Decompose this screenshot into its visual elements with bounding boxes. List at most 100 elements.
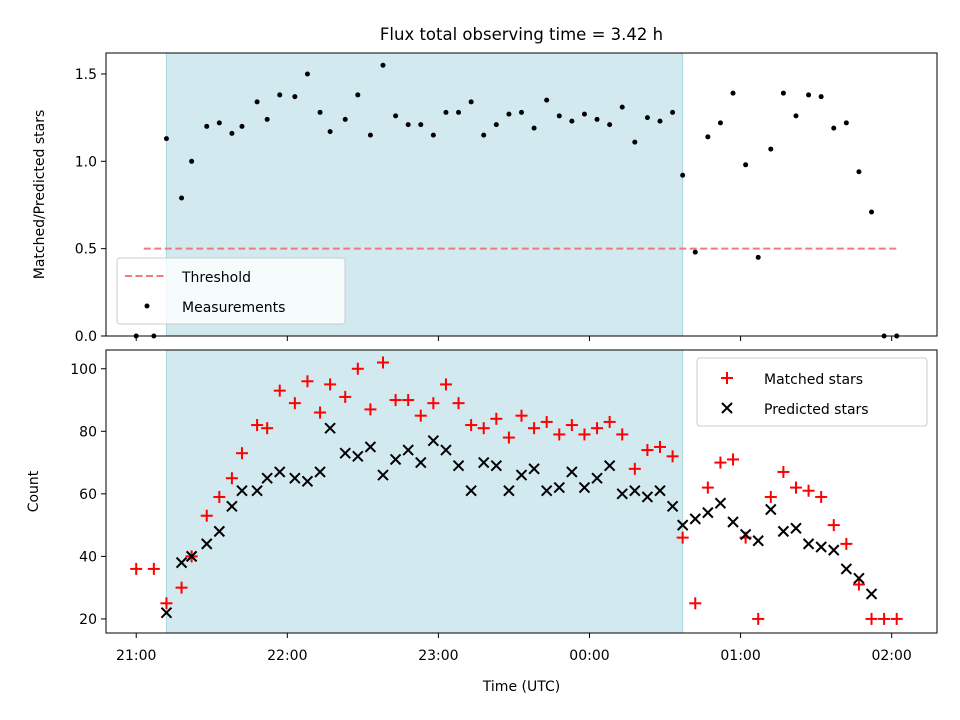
matched-star-point: [251, 419, 264, 432]
matched-star-point: [477, 422, 490, 435]
matched-star-point: [339, 390, 352, 403]
measurement-point: [380, 62, 386, 68]
measurement-point: [743, 162, 749, 168]
matched-star-point: [878, 612, 891, 625]
matched-star-point: [815, 490, 828, 503]
measurement-point: [304, 71, 310, 77]
matched-star-point: [288, 397, 301, 410]
measurement-point: [692, 249, 698, 255]
top-y-ticks: 0.0 0.5 1.0 1.5: [75, 67, 106, 345]
matched-star-point: [890, 612, 903, 625]
predicted-star-point: [689, 513, 701, 525]
predicted-star-point: [274, 466, 286, 478]
predicted-star-point: [465, 485, 477, 497]
predicted-star-point: [251, 485, 263, 497]
legend-predicted-swatch: [721, 402, 733, 414]
predicted-star-point: [714, 497, 727, 509]
matched-star-point: [616, 428, 629, 441]
matched-star-point: [273, 384, 286, 397]
matched-star-point: [865, 612, 878, 625]
measurement-point: [755, 254, 761, 260]
predicted-star-point: [185, 550, 198, 563]
top-legend-box: [116, 257, 346, 325]
top-legend: Threshold Measurements: [116, 257, 346, 325]
predicted-star-point: [289, 472, 301, 484]
predicted-star-point: [676, 519, 689, 531]
matched-star-point: [314, 406, 327, 419]
measurement-point: [355, 92, 361, 98]
matched-star-point: [540, 415, 553, 428]
matched-star-point: [714, 456, 727, 469]
predicted-star-point: [666, 500, 679, 513]
matched-star-point: [175, 581, 188, 594]
measurement-point: [818, 94, 824, 100]
predicted-star-point: [402, 444, 414, 456]
measurement-point: [189, 158, 195, 164]
predicted-star-point: [616, 488, 628, 500]
measurement-point: [793, 113, 799, 119]
predicted-star-point: [752, 535, 764, 547]
matched-star-point: [752, 612, 765, 625]
matched-star-point: [802, 484, 815, 497]
predicted-star-point: [865, 588, 878, 600]
measurement-point: [342, 116, 348, 122]
predicted-star-point: [324, 422, 336, 434]
measurement-point: [468, 99, 474, 105]
matched-star-point: [578, 428, 591, 441]
predicted-star-point: [603, 459, 616, 472]
matched-stars-points: [130, 356, 903, 625]
measurement-point: [680, 172, 686, 178]
top-y-axis-label: Matched/Predicted stars: [32, 110, 48, 280]
measurement-point: [843, 120, 849, 126]
measurement-point: [869, 209, 875, 215]
matched-star-point: [603, 415, 616, 428]
predicted-star-point: [452, 459, 465, 472]
matched-star-point: [427, 397, 440, 410]
matched-star-point: [261, 422, 274, 435]
measurement-point: [607, 122, 613, 128]
matched-star-point: [439, 378, 452, 391]
bottom-y-axis-label: Count: [26, 470, 42, 512]
predicted-star-point: [503, 485, 515, 497]
predicted-star-point: [802, 538, 815, 550]
measurement-point: [519, 109, 524, 115]
bottom-shaded-interval: [165, 349, 684, 634]
measurement-point: [657, 118, 663, 124]
matched-star-point: [147, 562, 160, 575]
y-tick-label: 60: [79, 487, 97, 503]
x-tick-label: 22:00: [267, 648, 307, 664]
measurement-point: [569, 118, 575, 124]
predicted-star-point: [790, 522, 802, 534]
measurement-point: [594, 116, 600, 122]
bottom-x-ticks: 21:00 22:00 23:00 00:00 01:00 02:00: [116, 633, 912, 664]
measurement-point: [292, 94, 298, 100]
top-axes-frame: [105, 52, 938, 337]
bottom-legend: Matched stars Predicted stars: [696, 357, 928, 427]
matched-star-point: [666, 450, 679, 463]
y-tick-label: 40: [79, 549, 97, 565]
predicted-star-point: [739, 528, 752, 541]
legend-measurements-label: Measurements: [182, 300, 285, 316]
measurement-point: [730, 90, 736, 96]
matched-star-point: [676, 531, 689, 544]
measurement-point: [229, 130, 235, 136]
predicted-star-point: [578, 481, 591, 494]
measurement-point: [443, 109, 449, 115]
measurement-point: [632, 139, 638, 145]
predicted-star-point: [765, 503, 777, 516]
measurement-point: [831, 125, 837, 131]
measurement-point: [531, 125, 537, 131]
measurement-point: [430, 132, 436, 138]
predicted-star-point: [301, 475, 314, 488]
measurement-point: [717, 120, 723, 126]
matched-star-point: [130, 562, 143, 575]
x-tick-label: 02:00: [871, 648, 911, 664]
measurement-point: [481, 132, 487, 138]
measurement-point: [264, 116, 270, 122]
matched-star-point: [654, 440, 666, 453]
measurement-point: [670, 109, 676, 115]
matched-star-point: [324, 378, 337, 391]
matched-star-point: [452, 397, 465, 410]
matched-star-point: [377, 356, 389, 369]
x-tick-label: 01:00: [720, 648, 760, 664]
